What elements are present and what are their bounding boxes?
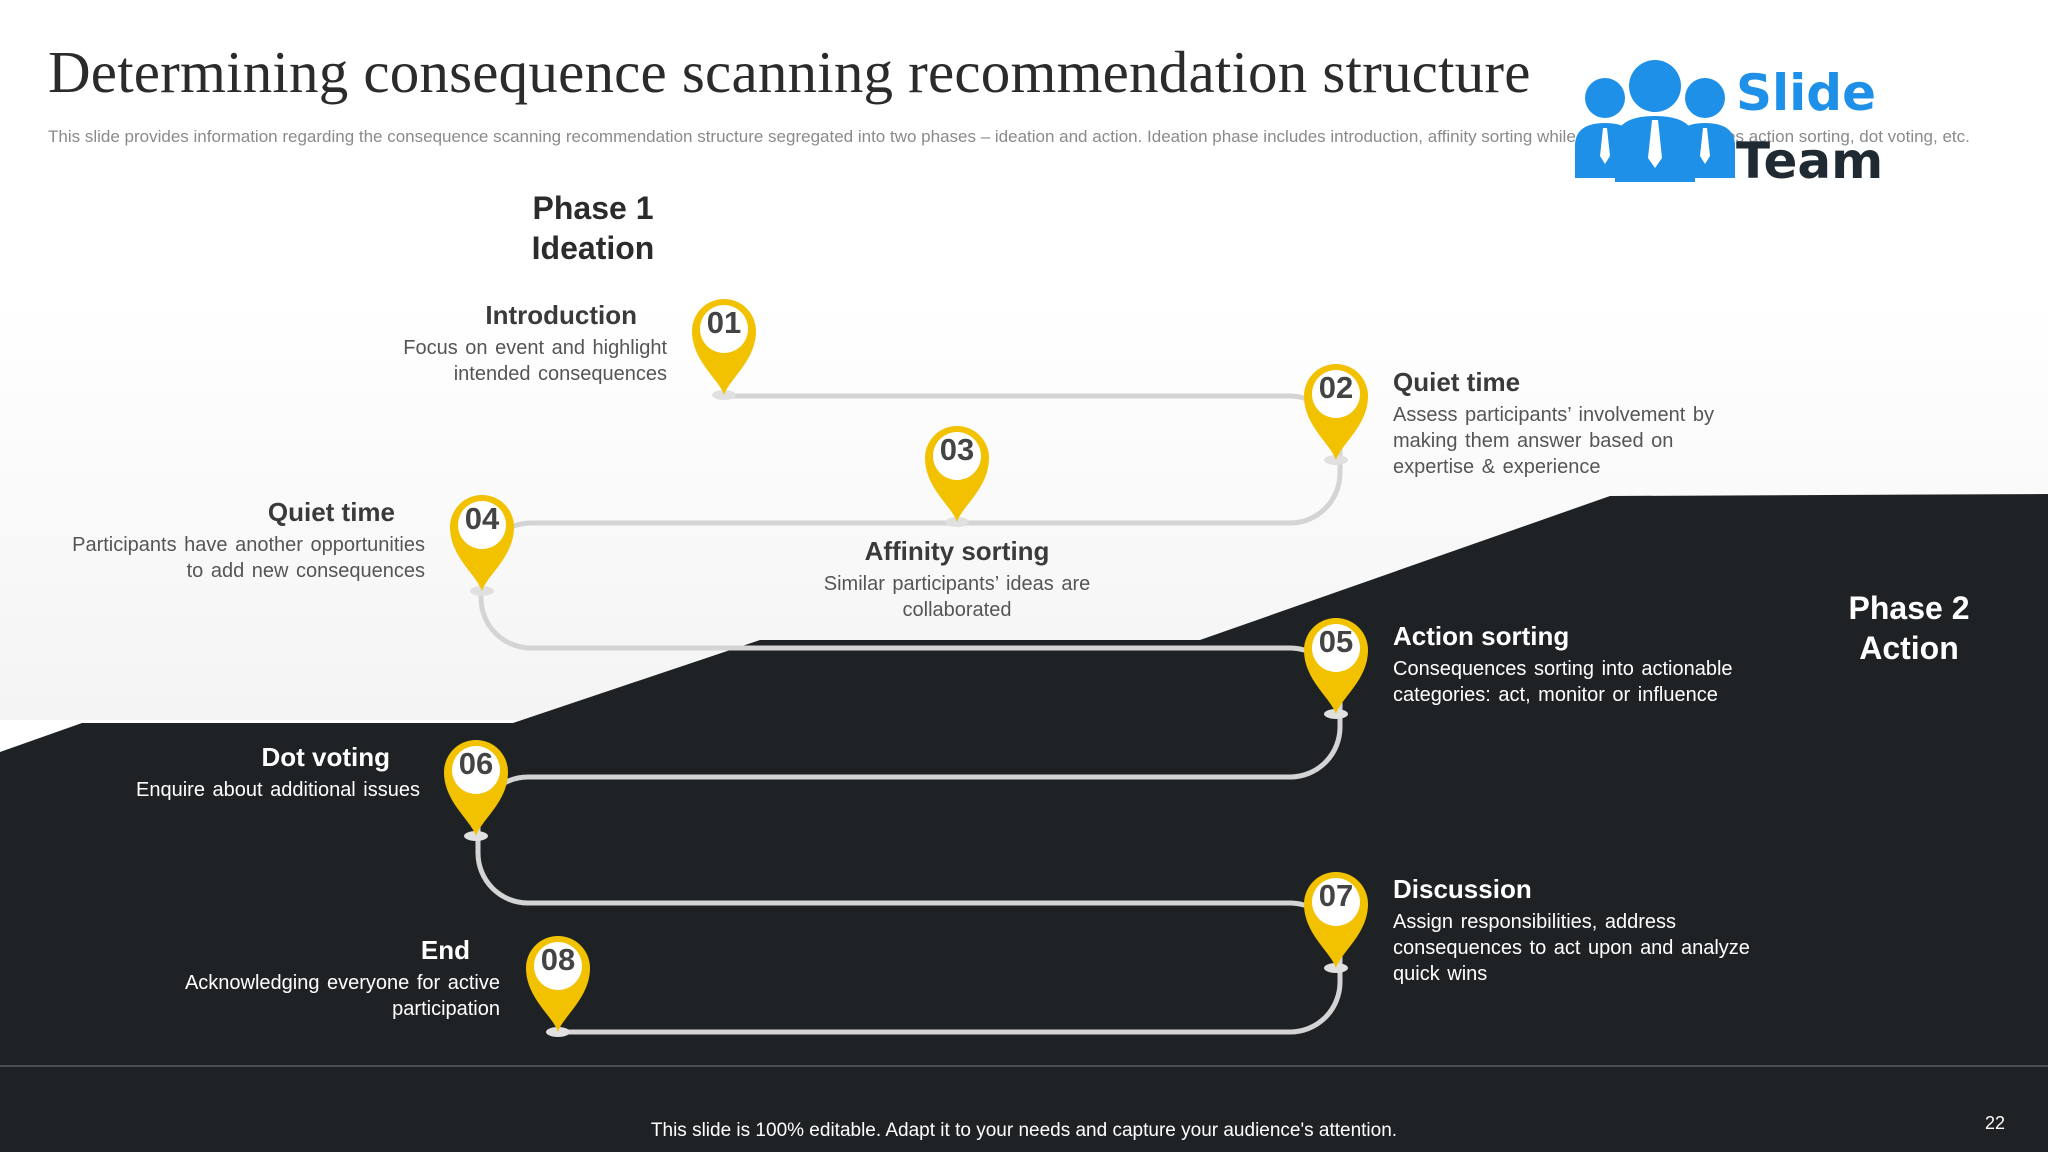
step-08-title: End bbox=[420, 935, 470, 965]
step-02-number: 02 bbox=[1318, 370, 1354, 405]
phase-2-name: Phase 2 bbox=[1848, 590, 1970, 626]
step-07-text: Discussion Assign responsibilities, addr… bbox=[1393, 874, 1793, 987]
phase-1-label: Phase 1 Ideation bbox=[480, 188, 706, 268]
step-03-number: 03 bbox=[939, 432, 975, 467]
step-06-title: Dot voting bbox=[261, 742, 390, 772]
step-04-description: Participants have another opportunities … bbox=[72, 534, 425, 582]
map-pin-icon bbox=[1304, 364, 1368, 465]
step-04-marker: 04 bbox=[447, 491, 517, 601]
step-04-title: Quiet time bbox=[267, 497, 395, 527]
step-06-marker: 06 bbox=[441, 736, 511, 846]
step-01-title: Introduction bbox=[485, 300, 637, 330]
slideteam-logo: Slide Team bbox=[1570, 58, 1884, 190]
step-07-description: Assign responsibilities, address consequ… bbox=[1393, 911, 1750, 985]
step-02-description: Assess participants’ involvement by maki… bbox=[1393, 404, 1714, 478]
step-02-marker: 02 bbox=[1301, 360, 1371, 470]
phase-1-name: Phase 1 bbox=[532, 190, 654, 226]
logo-text-slide: Slide bbox=[1736, 64, 1876, 122]
map-pin-icon bbox=[444, 740, 508, 841]
step-05-title: Action sorting bbox=[1393, 621, 1570, 651]
step-03-marker: 03 bbox=[922, 422, 992, 532]
step-01-text: Introduction Focus on event and highligh… bbox=[370, 300, 667, 387]
map-pin-icon bbox=[526, 936, 590, 1037]
step-04-number: 04 bbox=[464, 501, 500, 536]
phase-2-label: Phase 2 Action bbox=[1800, 588, 2018, 668]
logo-text-team: Team bbox=[1736, 132, 1884, 190]
step-07-title: Discussion bbox=[1393, 874, 1532, 904]
step-02-text: Quiet time Assess participants’ involvem… bbox=[1393, 367, 1723, 480]
slide-title: Determining consequence scanning recomme… bbox=[48, 39, 1531, 105]
phase-1-title: Ideation bbox=[531, 230, 655, 266]
step-08-description: Acknowledging everyone for active partic… bbox=[184, 972, 500, 1020]
step-07-number: 07 bbox=[1318, 878, 1354, 913]
map-pin-icon bbox=[450, 495, 514, 596]
step-01-description: Focus on event and highlight intended co… bbox=[403, 337, 667, 385]
footer-note: This slide is 100% editable. Adapt it to… bbox=[650, 1120, 1398, 1141]
step-07-marker: 07 bbox=[1301, 868, 1371, 978]
step-05-number: 05 bbox=[1318, 624, 1354, 659]
step-03-text: Affinity sorting Similar participants’ i… bbox=[817, 536, 1097, 623]
step-06-description: Enquire about additional issues bbox=[136, 779, 420, 801]
map-pin-icon bbox=[1304, 618, 1368, 719]
map-pin-icon bbox=[692, 299, 756, 400]
step-06-number: 06 bbox=[458, 746, 494, 781]
slide-subtitle: This slide provides information regardin… bbox=[48, 127, 1970, 146]
step-01-number: 01 bbox=[706, 305, 742, 340]
step-03-description: Similar participants’ ideas are collabor… bbox=[823, 573, 1091, 621]
step-03-title: Affinity sorting bbox=[864, 536, 1050, 566]
step-06-text: Dot voting Enquire about additional issu… bbox=[100, 742, 420, 803]
step-05-text: Action sorting Consequences sorting into… bbox=[1393, 621, 1773, 708]
step-05-marker: 05 bbox=[1301, 614, 1371, 724]
phase-2-title: Action bbox=[1859, 630, 1959, 666]
step-05-description: Consequences sorting into actionable cat… bbox=[1393, 658, 1733, 706]
map-pin-icon bbox=[1304, 872, 1368, 973]
map-pin-icon bbox=[925, 426, 989, 527]
step-02-title: Quiet time bbox=[1393, 367, 1521, 397]
step-08-text: End Acknowledging everyone for active pa… bbox=[170, 935, 500, 1022]
step-08-marker: 08 bbox=[523, 932, 593, 1042]
step-04-text: Quiet time Participants have another opp… bbox=[48, 497, 425, 584]
dark-stair-shape bbox=[0, 494, 2048, 1152]
team-people-icon bbox=[1575, 60, 1735, 182]
step-08-number: 08 bbox=[540, 942, 576, 977]
page-number: 22 bbox=[1985, 1113, 2006, 1133]
step-01-marker: 01 bbox=[689, 295, 759, 405]
